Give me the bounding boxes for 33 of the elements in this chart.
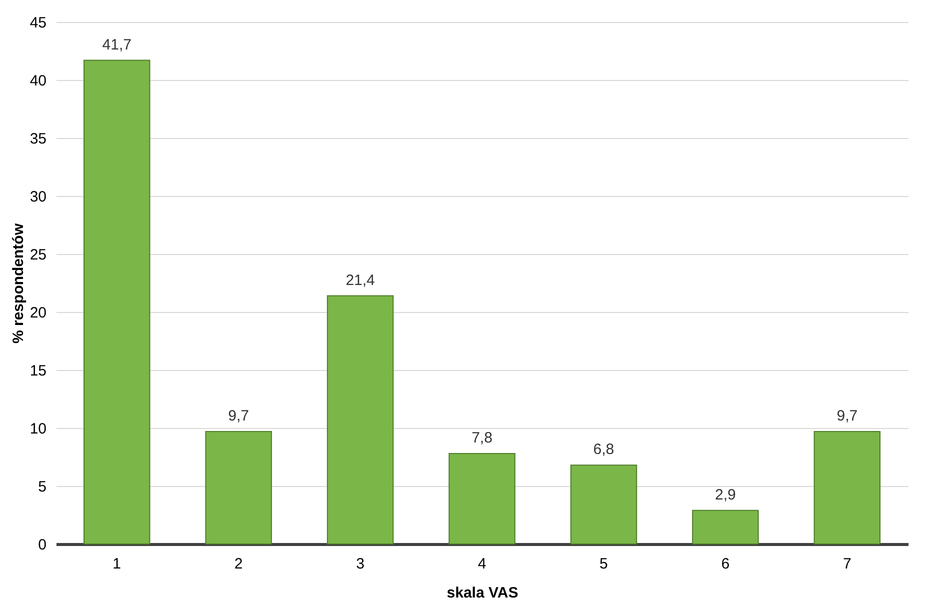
x-tick-label: 7: [842, 556, 852, 572]
data-label: 6,8: [593, 441, 614, 458]
y-tick-label: 45: [30, 14, 46, 32]
bar: [205, 430, 272, 544]
bar: [814, 430, 881, 544]
y-tick-label: 15: [30, 362, 46, 380]
x-tick-label: 3: [356, 556, 364, 572]
y-tick-label: 0: [38, 536, 46, 554]
x-tick-label: 1: [112, 556, 122, 572]
bar: [83, 60, 150, 544]
y-tick-label: 40: [30, 72, 46, 90]
x-tick-label: 2: [234, 556, 243, 572]
data-label: 2,9: [715, 486, 736, 504]
y-axis-title: % respondentów: [10, 223, 27, 344]
bar: [448, 453, 516, 544]
y-tick-label: 10: [30, 420, 46, 438]
bar: [570, 464, 638, 544]
x-axis-title: skala VAS: [446, 584, 518, 602]
y-tick-label: 25: [30, 246, 46, 264]
bar: [326, 295, 394, 544]
y-tick-label: 5: [38, 478, 46, 496]
data-label: 7,8: [472, 430, 492, 447]
data-label: 41,7: [102, 36, 132, 54]
y-tick-label: 30: [30, 188, 46, 206]
data-label: 9,7: [836, 407, 858, 424]
bar: [692, 510, 759, 544]
data-label: 21,4: [346, 272, 375, 289]
x-tick-label: 5: [600, 556, 608, 572]
data-label: 9,7: [228, 407, 249, 424]
x-tick-label: 6: [721, 556, 730, 572]
y-tick-label: 35: [30, 130, 46, 148]
y-tick-label: 20: [30, 304, 46, 322]
x-tick-label: 4: [478, 556, 486, 572]
